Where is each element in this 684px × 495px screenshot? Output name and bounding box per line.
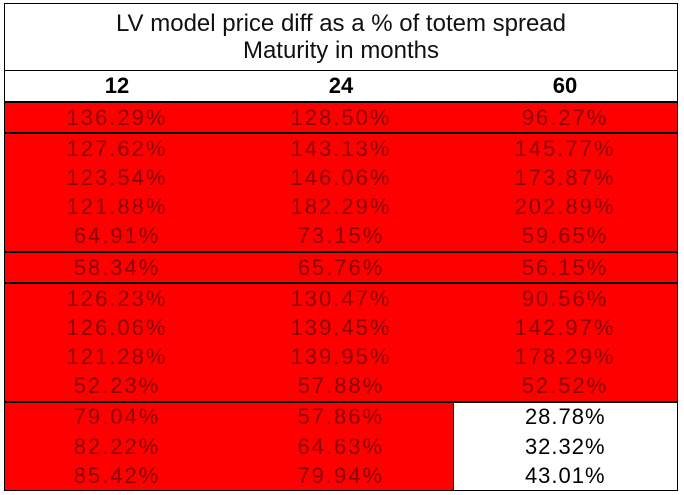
table-cell: 82.22% xyxy=(5,432,229,462)
table-row: 58.34% 65.76% 56.15% xyxy=(5,250,677,284)
table-cell: 56.15% xyxy=(453,250,677,284)
table-cell: 146.06% xyxy=(229,163,453,193)
table-title: LV model price diff as a % of totem spre… xyxy=(5,4,677,71)
table-cell: 126.06% xyxy=(5,313,229,343)
table-cell: 90.56% xyxy=(453,282,677,314)
title-line-1: LV model price diff as a % of totem spre… xyxy=(115,10,566,37)
table-cell: 123.54% xyxy=(5,163,229,193)
table-cell: 121.88% xyxy=(5,192,229,222)
table-cell: 43.01% xyxy=(452,461,677,491)
table-row: 136.29% 128.50% 96.27% xyxy=(5,102,677,134)
spreadsheet-table: LV model price diff as a % of totem spre… xyxy=(4,3,678,491)
table-cell: 96.27% xyxy=(453,102,677,134)
table-cell: 64.63% xyxy=(229,432,453,462)
table-row: 85.42% 79.94% 43.01% xyxy=(5,461,677,491)
table-row: 126.23% 130.47% 90.56% xyxy=(5,282,677,314)
table-row: 121.28% 139.95% 178.29% xyxy=(5,342,677,372)
table-cell: 139.95% xyxy=(229,342,453,372)
table-cell: 182.29% xyxy=(229,192,453,222)
data-grid: 12 24 60 136.29% 128.50% 96.27% 127.62% … xyxy=(5,71,677,491)
table-cell: 64.91% xyxy=(5,221,229,252)
table-cell: 130.47% xyxy=(229,282,453,314)
table-cell: 136.29% xyxy=(5,102,229,134)
table-cell: 57.88% xyxy=(229,371,453,402)
table-cell: 85.42% xyxy=(5,461,229,491)
table-cell: 126.23% xyxy=(5,282,229,314)
table-cell: 52.52% xyxy=(453,371,677,402)
column-header-60: 60 xyxy=(453,71,677,103)
table-cell: 32.32% xyxy=(452,432,677,462)
table-row: 52.23% 57.88% 52.52% xyxy=(5,371,677,402)
table-cell: 127.62% xyxy=(5,132,229,164)
header-row: 12 24 60 xyxy=(5,71,677,103)
table-cell: 178.29% xyxy=(453,342,677,372)
table-row: 121.88% 182.29% 202.89% xyxy=(5,192,677,222)
table-cell: 143.13% xyxy=(229,132,453,164)
table-row: 127.62% 143.13% 145.77% xyxy=(5,132,677,164)
table-cell: 73.15% xyxy=(229,221,453,252)
table-cell: 79.94% xyxy=(229,461,453,491)
table-cell: 65.76% xyxy=(229,250,453,284)
table-row: 126.06% 139.45% 142.97% xyxy=(5,313,677,343)
table-cell: 139.45% xyxy=(229,313,453,343)
table-row: 82.22% 64.63% 32.32% xyxy=(5,432,677,462)
table-cell: 52.23% xyxy=(5,371,229,402)
table-cell: 79.04% xyxy=(5,400,229,433)
table-cell: 145.77% xyxy=(453,132,677,164)
table-cell: 57.86% xyxy=(229,400,453,433)
table-row: 79.04% 57.86% 28.78% xyxy=(5,400,677,433)
column-header-12: 12 xyxy=(5,71,229,103)
table-cell: 28.78% xyxy=(452,400,677,433)
table-cell: 58.34% xyxy=(5,250,229,284)
table-row: 123.54% 146.06% 173.87% xyxy=(5,163,677,193)
table-cell: 142.97% xyxy=(453,313,677,343)
table-cell: 202.89% xyxy=(453,192,677,222)
table-row: 64.91% 73.15% 59.65% xyxy=(5,221,677,252)
table-cell: 59.65% xyxy=(453,221,677,252)
title-line-2: Maturity in months xyxy=(242,37,440,64)
table-cell: 128.50% xyxy=(229,102,453,134)
column-header-24: 24 xyxy=(229,71,453,103)
table-cell: 121.28% xyxy=(5,342,229,372)
table-cell: 173.87% xyxy=(453,163,677,193)
